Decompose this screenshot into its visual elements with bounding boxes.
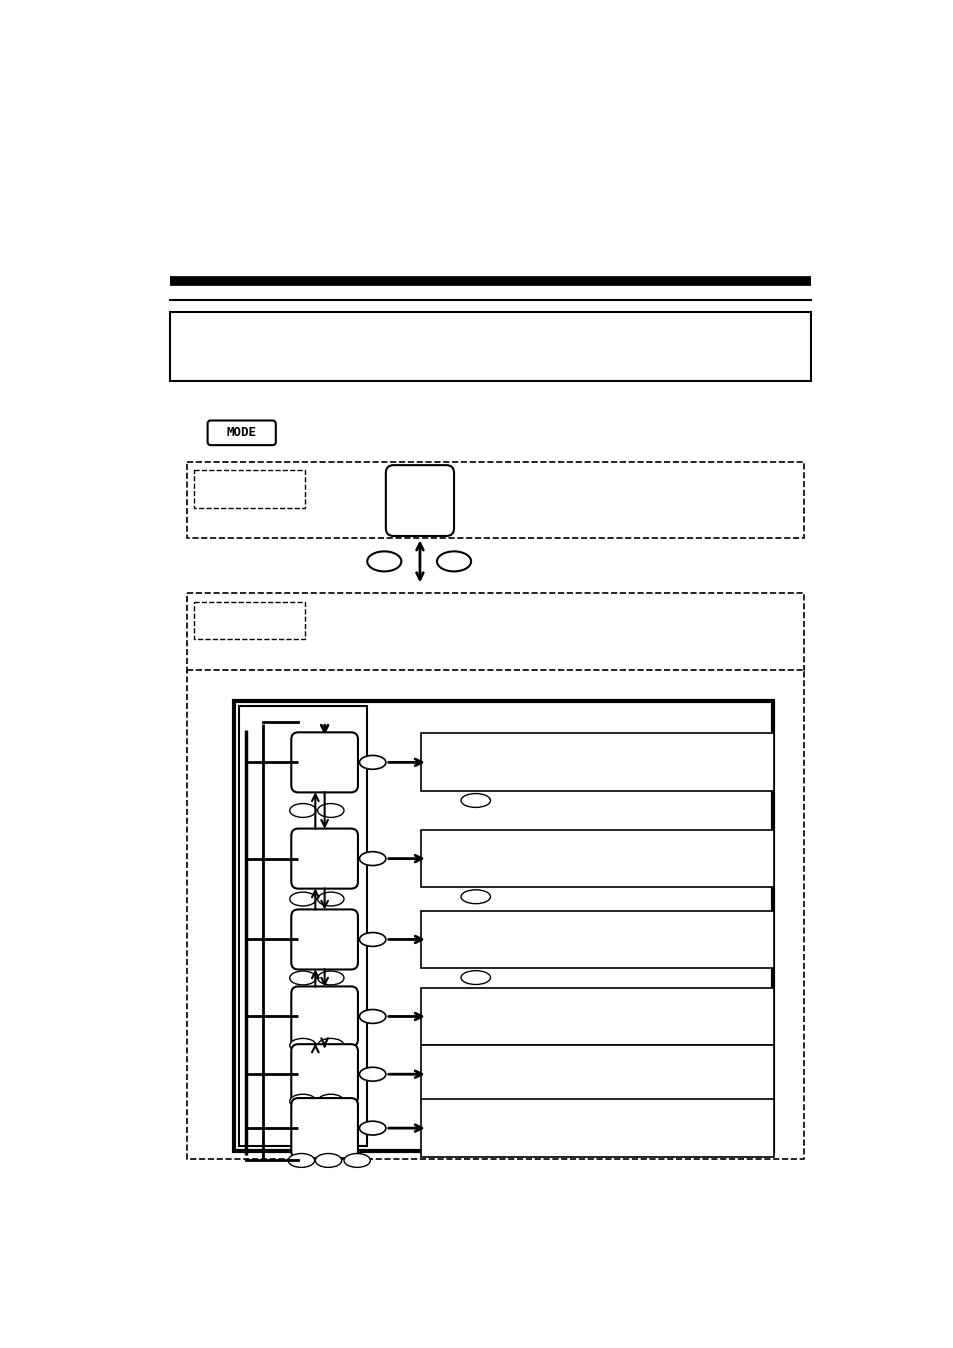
- Ellipse shape: [359, 1122, 385, 1135]
- Bar: [187, 593, 802, 674]
- Ellipse shape: [436, 551, 471, 572]
- Ellipse shape: [460, 1047, 490, 1061]
- Bar: [421, 733, 773, 791]
- Ellipse shape: [460, 794, 490, 807]
- Ellipse shape: [344, 1154, 370, 1167]
- Ellipse shape: [359, 933, 385, 946]
- FancyBboxPatch shape: [291, 732, 357, 793]
- Ellipse shape: [290, 971, 315, 985]
- Bar: [193, 469, 305, 508]
- Bar: [239, 706, 367, 1146]
- FancyBboxPatch shape: [291, 1045, 357, 1104]
- FancyBboxPatch shape: [291, 1099, 357, 1158]
- Text: MODE: MODE: [227, 426, 256, 439]
- Ellipse shape: [460, 1105, 490, 1119]
- Ellipse shape: [460, 971, 490, 984]
- FancyBboxPatch shape: [291, 910, 357, 969]
- FancyBboxPatch shape: [385, 465, 454, 537]
- Bar: [233, 701, 772, 1151]
- Ellipse shape: [317, 1038, 344, 1053]
- Bar: [421, 1099, 773, 1157]
- Bar: [193, 603, 305, 639]
- Bar: [421, 1045, 773, 1103]
- Ellipse shape: [290, 1038, 315, 1053]
- Ellipse shape: [367, 551, 401, 572]
- Ellipse shape: [359, 1068, 385, 1081]
- Ellipse shape: [317, 1095, 344, 1108]
- Ellipse shape: [359, 852, 385, 865]
- Ellipse shape: [317, 803, 344, 817]
- Ellipse shape: [288, 1154, 314, 1167]
- Bar: [170, 311, 810, 381]
- Ellipse shape: [317, 971, 344, 985]
- Ellipse shape: [460, 890, 490, 903]
- Ellipse shape: [290, 892, 315, 906]
- FancyBboxPatch shape: [208, 421, 275, 445]
- Bar: [187, 462, 802, 538]
- Ellipse shape: [359, 755, 385, 770]
- Ellipse shape: [317, 892, 344, 906]
- FancyBboxPatch shape: [291, 987, 357, 1046]
- Ellipse shape: [290, 803, 315, 817]
- Bar: [421, 988, 773, 1045]
- Ellipse shape: [359, 1010, 385, 1023]
- FancyBboxPatch shape: [291, 829, 357, 888]
- Bar: [421, 911, 773, 968]
- Bar: [421, 830, 773, 887]
- Ellipse shape: [290, 1095, 315, 1108]
- Bar: [187, 670, 802, 1159]
- Ellipse shape: [315, 1154, 341, 1167]
